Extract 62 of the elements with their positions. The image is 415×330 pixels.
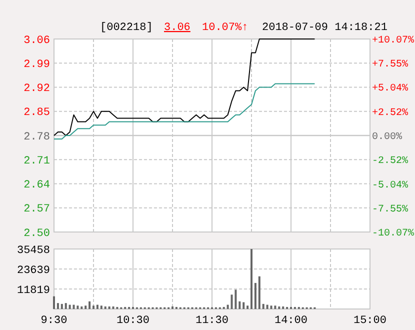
bar	[56, 303, 59, 309]
bar	[226, 304, 229, 309]
bar	[100, 306, 102, 309]
bar	[282, 306, 284, 309]
text: 2018-07-09 14:18:21	[262, 22, 388, 34]
y2-tick-label: +2.52%	[372, 108, 408, 119]
bar	[278, 306, 280, 309]
y2-tick-label: -5.04%	[372, 180, 408, 192]
y-tick-label: 2.57	[24, 204, 50, 216]
chart-title: [002218]	[100, 22, 153, 34]
bar	[76, 306, 79, 309]
y-tick-label: 2.78	[24, 131, 50, 144]
line-series	[54, 38, 316, 136]
bar	[246, 306, 249, 309]
bar	[72, 304, 75, 309]
bar	[64, 303, 67, 309]
bar	[88, 301, 91, 309]
y2-tick-label: -2.52%	[372, 156, 408, 168]
y-tick-label: 2.92	[24, 83, 50, 96]
bar	[254, 282, 256, 309]
text: 10.07%↑	[202, 22, 248, 34]
y-tick-label: 35458	[16, 244, 50, 257]
bar	[60, 304, 63, 309]
y-tick-label: 23639	[16, 264, 50, 277]
y2-tick-label: +7.55%	[372, 60, 408, 71]
x-tick-label: 10:30	[116, 315, 150, 327]
bar	[242, 302, 245, 309]
bar	[274, 306, 276, 309]
bar	[270, 306, 272, 309]
x-tick-label: 14:00	[274, 315, 308, 327]
y-tick-label: 2.64	[24, 180, 50, 192]
bar	[92, 306, 94, 309]
y2-tick-label: +10.07%	[372, 36, 414, 46]
bar	[84, 306, 87, 309]
text: 3.06	[164, 22, 190, 34]
bar	[108, 306, 110, 309]
y-tick-label: 11819	[16, 284, 50, 297]
bar	[96, 304, 98, 309]
y-tick-label: 2.71	[24, 155, 50, 168]
line-series	[54, 83, 316, 140]
y2-tick-label: +5.04%	[372, 84, 408, 95]
y-tick-label: 2.99	[24, 58, 50, 71]
bar	[262, 304, 264, 309]
bar	[238, 301, 241, 309]
bar	[53, 296, 55, 309]
bar	[172, 306, 174, 309]
x-tick-label: 11:30	[195, 315, 229, 327]
bar	[80, 306, 83, 309]
bar	[68, 304, 71, 309]
x-tick-label: 9:30	[40, 315, 68, 327]
bar	[258, 276, 260, 309]
bar	[234, 290, 237, 309]
bar	[266, 304, 268, 309]
y2-tick-label: 0.00%	[372, 132, 402, 143]
y2-tick-label: -10.07%	[372, 228, 414, 240]
bar	[112, 306, 114, 309]
y-tick-label: 2.85	[24, 107, 50, 120]
y-tick-label: 2.50	[24, 228, 50, 240]
y2-tick-label: -7.55%	[372, 204, 408, 216]
bar	[104, 306, 106, 309]
x-tick-label: 15:00	[353, 315, 387, 327]
y-tick-label: 3.06	[24, 34, 50, 47]
